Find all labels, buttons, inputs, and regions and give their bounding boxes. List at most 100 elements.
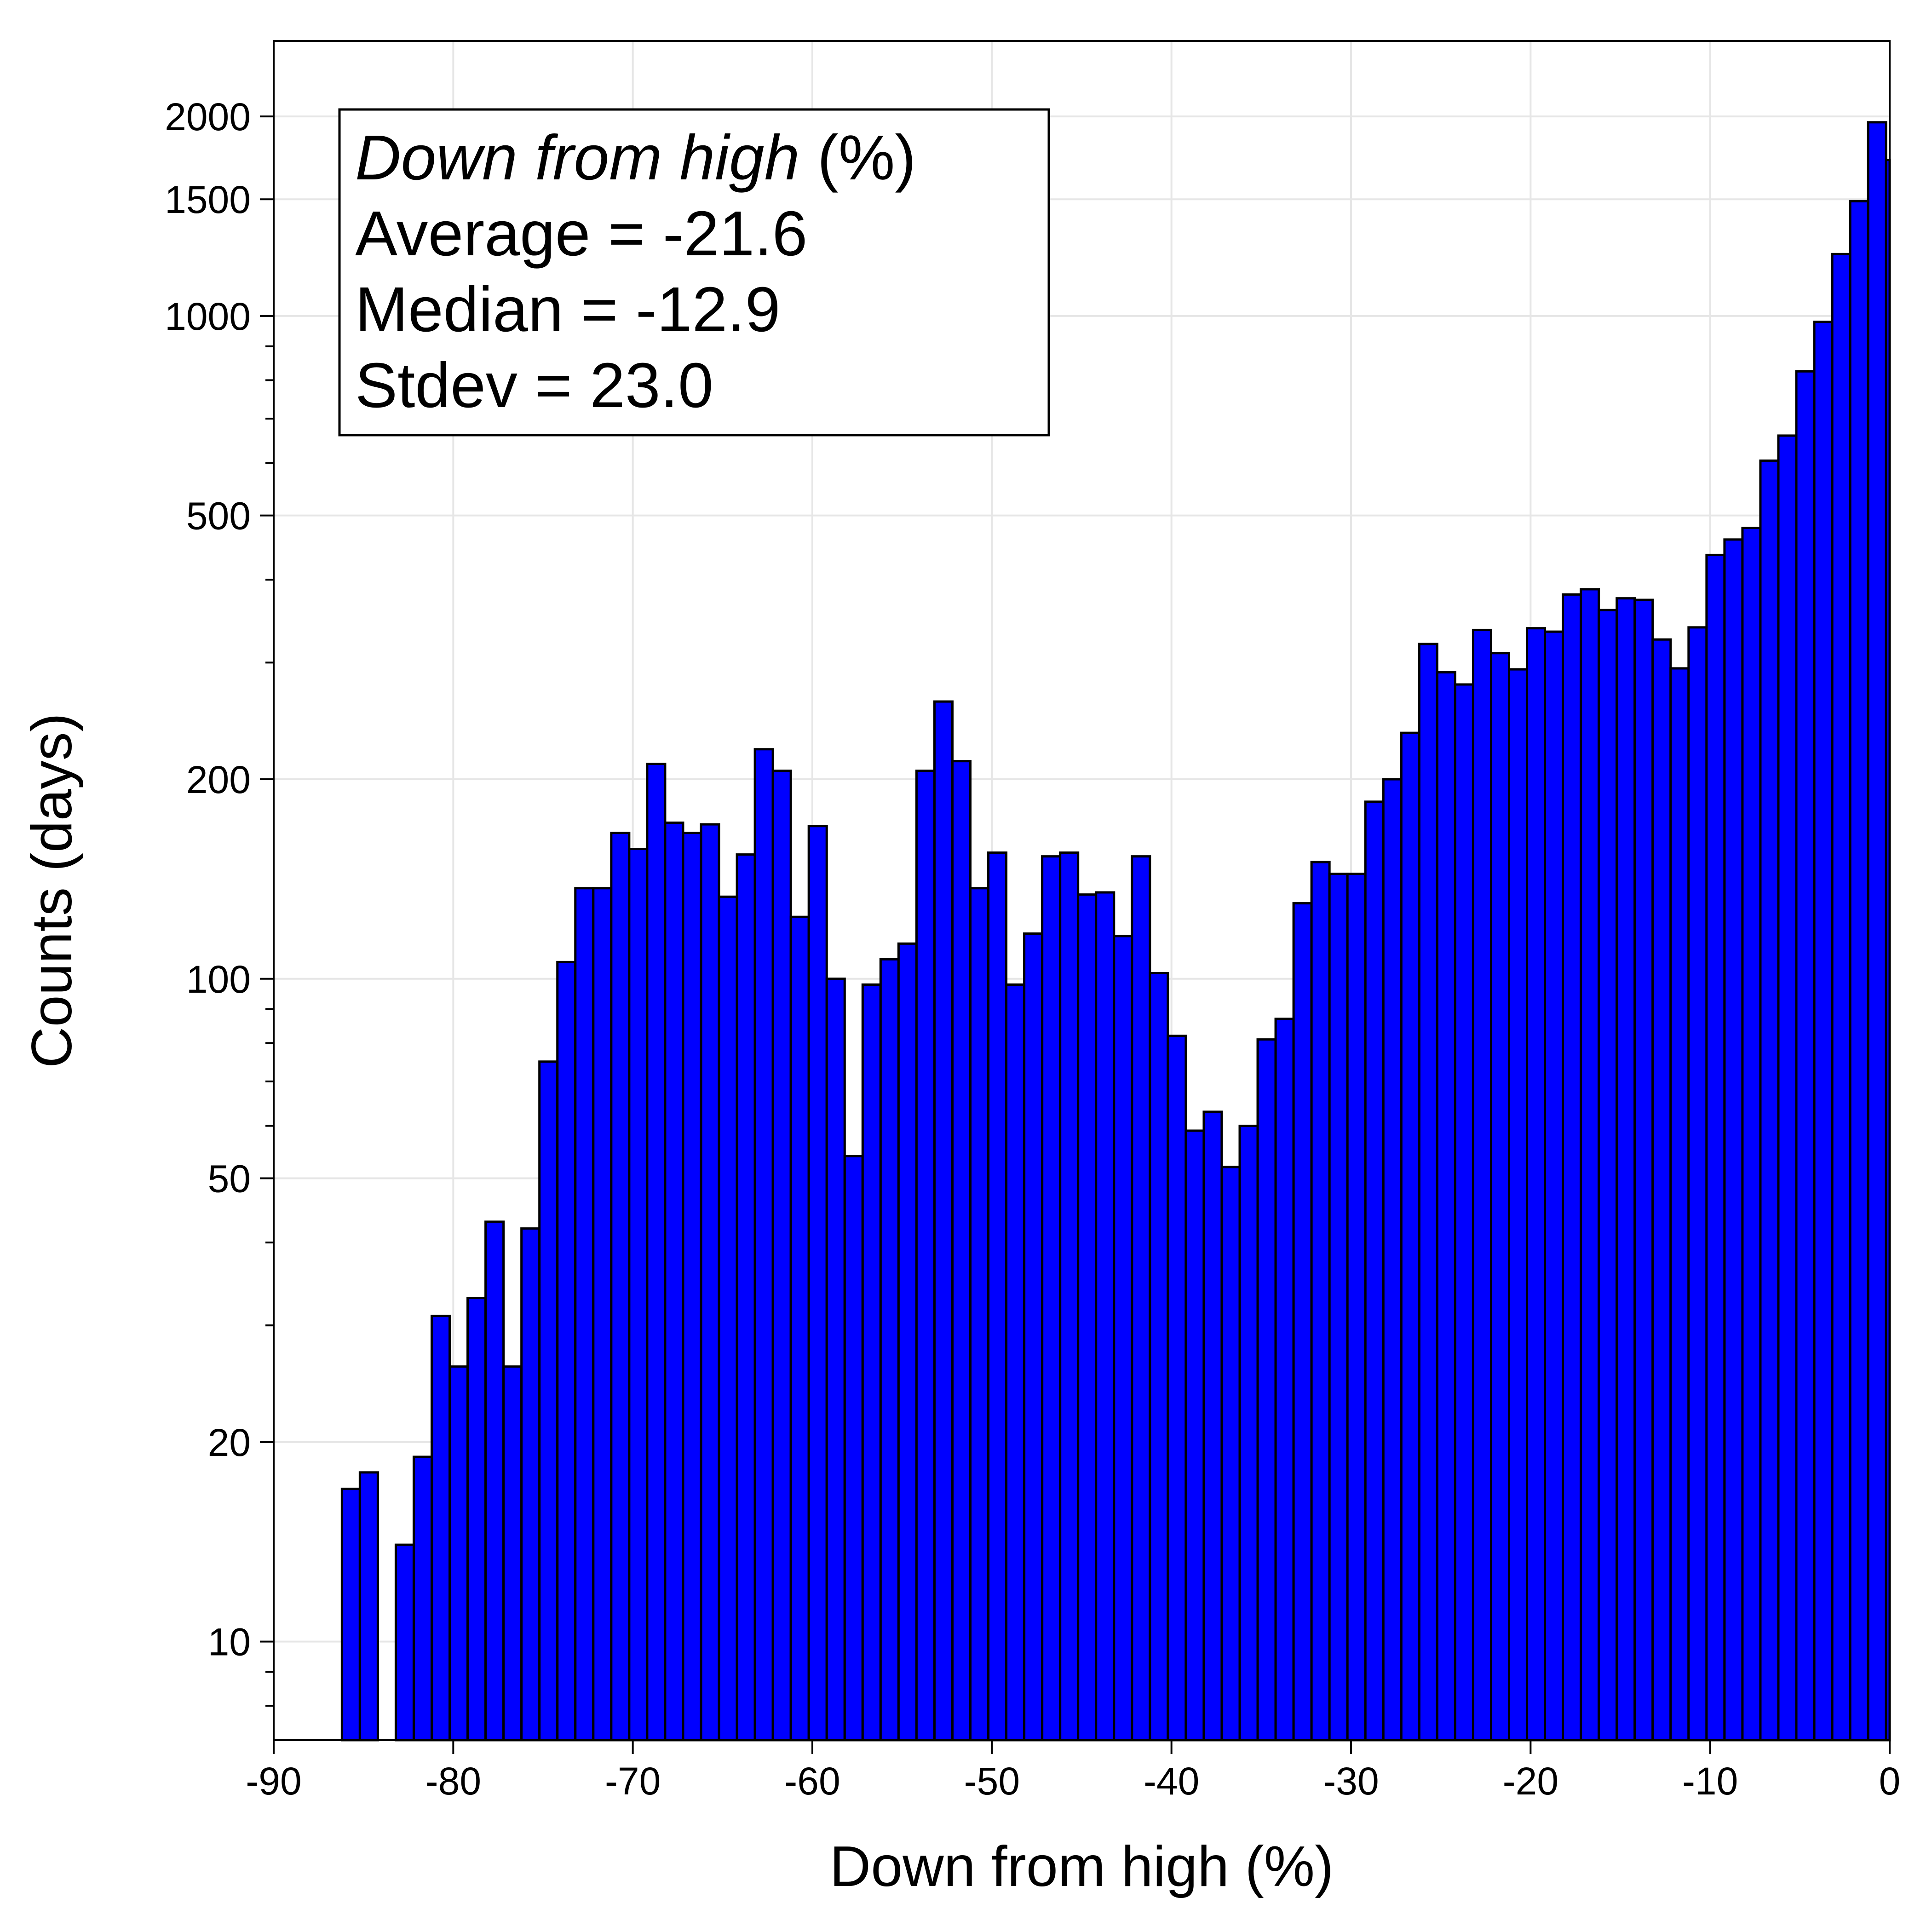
histogram-bar bbox=[1813, 321, 1834, 1742]
histogram-bar bbox=[1346, 873, 1367, 1742]
x-tick-label: -20 bbox=[1503, 1760, 1558, 1803]
histogram-bar bbox=[1544, 630, 1564, 1742]
x-tick-label: -70 bbox=[605, 1760, 661, 1803]
histogram-bar bbox=[1328, 873, 1349, 1742]
y-tick-label: 20 bbox=[208, 1421, 251, 1464]
x-tick-label: -50 bbox=[964, 1760, 1020, 1803]
x-tick-label: -60 bbox=[784, 1760, 840, 1803]
histogram-bar bbox=[610, 832, 631, 1742]
histogram-bar bbox=[520, 1227, 541, 1742]
histogram-bar bbox=[340, 1488, 361, 1742]
histogram-bar bbox=[1220, 1166, 1241, 1742]
histogram-bar bbox=[1059, 851, 1080, 1742]
histogram-bar bbox=[1131, 855, 1151, 1742]
histogram-bar bbox=[861, 983, 882, 1742]
histogram-bar bbox=[628, 848, 649, 1742]
histogram-bar bbox=[1705, 553, 1726, 1742]
histogram-bar bbox=[1562, 593, 1582, 1742]
histogram-bar bbox=[646, 763, 667, 1742]
y-tick-label: 200 bbox=[186, 758, 251, 801]
x-tick-label: -40 bbox=[1144, 1760, 1199, 1803]
histogram-bar bbox=[1489, 652, 1510, 1742]
stats-average: Average = -21.6 bbox=[355, 198, 807, 269]
histogram-bar bbox=[807, 825, 828, 1742]
histogram-bar bbox=[1598, 609, 1618, 1742]
histogram-bar bbox=[592, 887, 613, 1742]
histogram-bar bbox=[1310, 861, 1331, 1742]
histogram-bar bbox=[1400, 731, 1420, 1742]
stats-title-suffix: (%) bbox=[799, 122, 916, 193]
x-tick-label: 0 bbox=[1879, 1760, 1901, 1803]
y-tick-label: 1500 bbox=[165, 178, 251, 221]
histogram-bar bbox=[1616, 597, 1636, 1742]
histogram-bar bbox=[1364, 800, 1385, 1742]
histogram-bar bbox=[1292, 902, 1313, 1742]
histogram-bar bbox=[969, 887, 990, 1742]
histogram-bar bbox=[1418, 643, 1438, 1742]
histogram-bar bbox=[1795, 370, 1816, 1742]
y-tick-label: 500 bbox=[186, 494, 251, 538]
y-tick-label: 50 bbox=[208, 1157, 251, 1201]
histogram-bar bbox=[1472, 628, 1492, 1742]
stats-title-italic: Down from high bbox=[355, 122, 799, 193]
histogram-bar bbox=[502, 1365, 523, 1742]
histogram-bar bbox=[951, 760, 972, 1742]
histogram-bar bbox=[700, 823, 720, 1742]
histogram-bar bbox=[1023, 932, 1044, 1742]
histogram-bar bbox=[1867, 121, 1887, 1742]
histogram-bar bbox=[771, 770, 792, 1742]
x-axis-ticks: -90 -80 -70 -60 -50 -40 -30 -20 -10 0 bbox=[246, 1740, 1900, 1803]
histogram-bar bbox=[1849, 200, 1869, 1742]
histogram-bar bbox=[1454, 683, 1474, 1742]
histogram-bar bbox=[1238, 1124, 1259, 1742]
y-axis-ticks: 10 20 50 100 200 500 1000 1500 2000 bbox=[165, 95, 274, 1664]
histogram-bar bbox=[1184, 1129, 1205, 1742]
histogram-bar bbox=[736, 853, 756, 1742]
histogram-bar bbox=[915, 770, 936, 1742]
histogram-bar bbox=[682, 832, 702, 1742]
histogram-bar bbox=[843, 1155, 864, 1742]
histogram-bar bbox=[1831, 253, 1852, 1742]
histogram-bar bbox=[412, 1455, 433, 1742]
histogram-bar bbox=[1507, 668, 1529, 1742]
histogram-bar bbox=[753, 748, 774, 1742]
histogram-bar bbox=[466, 1297, 487, 1742]
y-tick-label: 10 bbox=[208, 1621, 251, 1664]
y-minor-ticks bbox=[265, 345, 274, 1707]
histogram-bar bbox=[1256, 1038, 1277, 1742]
histogram-bar bbox=[1436, 671, 1456, 1742]
histogram-bar bbox=[1041, 855, 1062, 1742]
histogram-bar bbox=[664, 821, 684, 1742]
histogram-bar bbox=[933, 700, 954, 1742]
x-tick-label: -30 bbox=[1323, 1760, 1379, 1803]
histogram-bar bbox=[1580, 588, 1600, 1742]
histogram-bar bbox=[1687, 626, 1708, 1742]
histogram-bar bbox=[1077, 893, 1098, 1742]
stats-legend-box: Down from high (%) Average = -21.6 Media… bbox=[338, 108, 1050, 437]
histogram-bar bbox=[1167, 1035, 1187, 1742]
histogram-bar bbox=[1095, 891, 1116, 1742]
y-tick-label: 2000 bbox=[165, 95, 251, 138]
histogram-bar bbox=[1777, 434, 1798, 1742]
histogram-bar bbox=[825, 978, 846, 1742]
x-tick-label: -10 bbox=[1682, 1760, 1738, 1803]
histogram-bar bbox=[1741, 527, 1762, 1742]
histogram-bar bbox=[718, 895, 738, 1742]
stats-title: Down from high (%) bbox=[355, 122, 916, 193]
histogram-bar bbox=[897, 942, 918, 1742]
histogram-bar bbox=[879, 958, 900, 1742]
histogram-bar bbox=[394, 1543, 415, 1742]
stats-median: Median = -12.9 bbox=[355, 274, 780, 345]
histogram-bar bbox=[1005, 983, 1026, 1742]
y-tick-label: 1000 bbox=[165, 295, 251, 338]
histogram-bar bbox=[1113, 935, 1133, 1742]
histogram-bar bbox=[484, 1220, 505, 1742]
histogram-bar bbox=[1651, 638, 1672, 1742]
x-axis-title: Down from high (%) bbox=[830, 1835, 1334, 1898]
histogram-bar bbox=[1759, 459, 1780, 1742]
histogram-bar bbox=[1669, 667, 1690, 1742]
histogram-bar bbox=[574, 887, 595, 1742]
stats-stdev: Stdev = 23.0 bbox=[355, 350, 713, 421]
histogram-bar bbox=[1382, 778, 1403, 1742]
